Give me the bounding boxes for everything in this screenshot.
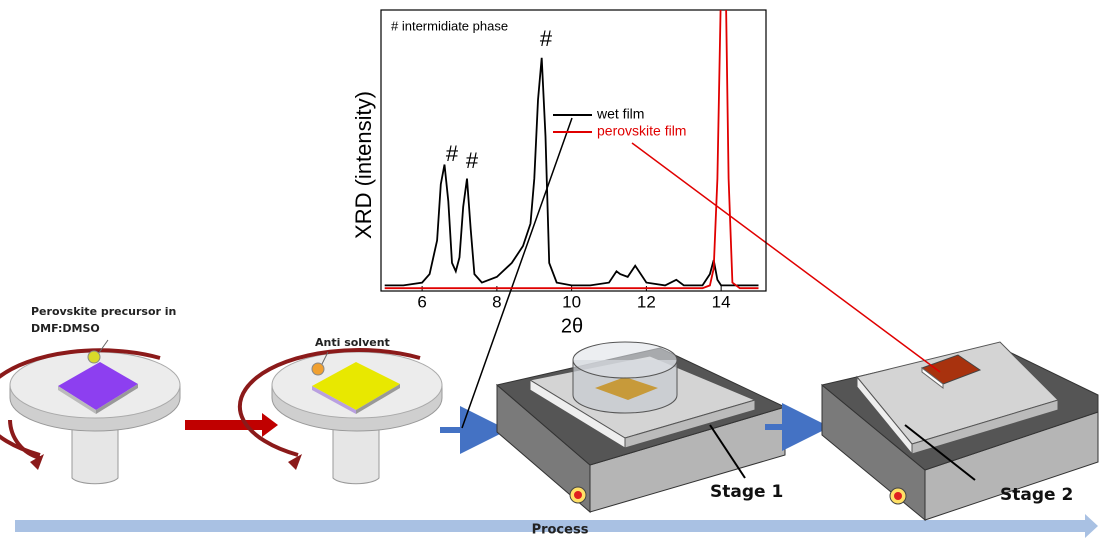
process-label: Process (532, 523, 589, 538)
x-tick-label: 12 (637, 292, 656, 311)
series-line (385, 0, 759, 288)
series-line (385, 58, 759, 286)
figure: Process Perovskite precursor in DMF:DMSO… (0, 0, 1101, 541)
x-tick-label: 14 (712, 292, 731, 311)
x-tick-label: 8 (492, 292, 501, 311)
x-axis-label: 2θ (561, 315, 583, 337)
peak-label: # (446, 141, 459, 166)
spin-coater-2 (240, 350, 442, 484)
precursor-label: Perovskite precursor in (31, 305, 176, 318)
peak-label: # (540, 26, 553, 51)
annotation: # intermidiate phase (391, 18, 508, 33)
stage2-label: Stage 2 (1000, 485, 1073, 505)
legend-label: perovskite film (597, 123, 686, 139)
y-axis-label: XRD (intensity) (351, 91, 376, 239)
stage1-label: Stage 1 (710, 482, 783, 502)
x-tick-label: 6 (417, 292, 426, 311)
connector (632, 143, 940, 372)
xrd-chart: 6 8 10 12 14 2θ XRD (intensity) # intermidiate … (351, 0, 766, 337)
precursor-label: DMF:DMSO (31, 322, 100, 335)
red-arrow (185, 413, 278, 437)
x-tick-label: 10 (562, 292, 581, 311)
plot-frame (381, 10, 766, 291)
peak-label: # (466, 148, 479, 173)
antisolvent-label: Anti solvent (315, 336, 390, 349)
spin-coater-1 (0, 340, 180, 484)
legend-label: wet film (596, 106, 644, 122)
